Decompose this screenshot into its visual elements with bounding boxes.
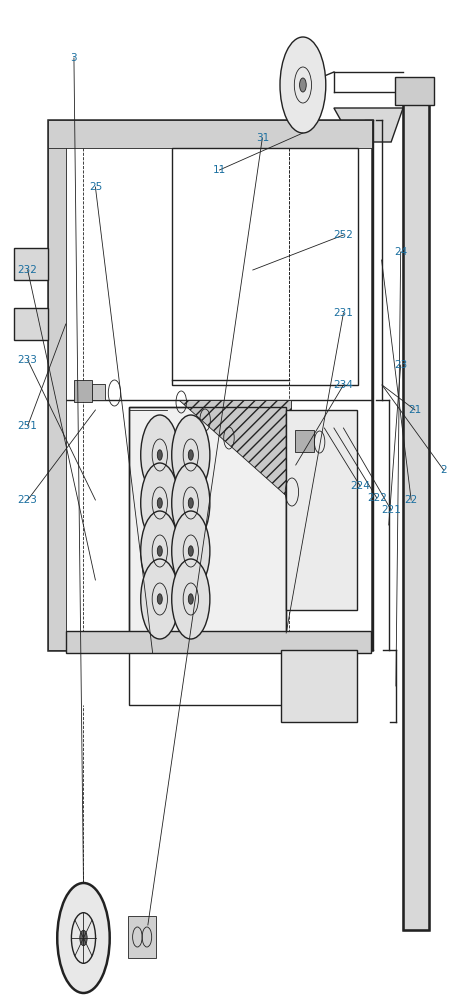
Text: 3: 3 [70,53,77,63]
Bar [286,410,356,610]
Circle shape [171,463,209,543]
Text: 222: 222 [366,493,386,503]
Bar [129,650,355,705]
Circle shape [157,450,162,460]
Text: 232: 232 [18,265,38,275]
Circle shape [171,511,209,591]
Bar [129,407,286,635]
Text: 221: 221 [380,505,400,515]
Text: 2: 2 [439,465,446,475]
Polygon shape [333,108,402,142]
Circle shape [188,450,193,460]
Text: 223: 223 [18,495,38,505]
Text: 21: 21 [407,405,421,415]
Circle shape [157,594,162,604]
Text: 25: 25 [89,182,102,192]
Polygon shape [178,400,290,500]
Circle shape [279,37,325,133]
Circle shape [157,546,162,556]
Circle shape [299,78,306,92]
Circle shape [157,498,162,508]
Circle shape [188,498,193,508]
Bar [171,148,357,385]
Bar [294,430,313,452]
Text: 231: 231 [333,308,353,318]
Bar [128,916,156,958]
Bar [48,120,66,650]
Text: 22: 22 [404,495,417,505]
Text: 252: 252 [333,230,353,240]
Circle shape [188,546,193,556]
Text: 224: 224 [349,481,369,491]
Bar [48,120,371,148]
Bar [74,380,92,402]
Text: 233: 233 [18,355,38,365]
Text: 31: 31 [255,133,268,143]
Text: 23: 23 [393,360,407,370]
Circle shape [79,930,87,946]
Bar [66,631,370,653]
Bar [129,407,286,635]
Text: 24: 24 [393,247,407,257]
Bar [92,384,105,400]
Circle shape [171,415,209,495]
Circle shape [140,511,178,591]
Text: 11: 11 [212,165,226,175]
Circle shape [140,559,178,639]
Bar [394,77,433,105]
Circle shape [188,594,193,604]
Circle shape [57,883,109,993]
Bar [402,100,428,930]
Text: 234: 234 [333,380,353,390]
Bar [48,120,371,650]
Circle shape [171,559,209,639]
Bar [281,650,356,722]
Bar [14,248,48,280]
Text: 251: 251 [18,421,38,431]
Bar [14,308,48,340]
Circle shape [140,415,178,495]
Bar [402,100,428,930]
Circle shape [140,463,178,543]
